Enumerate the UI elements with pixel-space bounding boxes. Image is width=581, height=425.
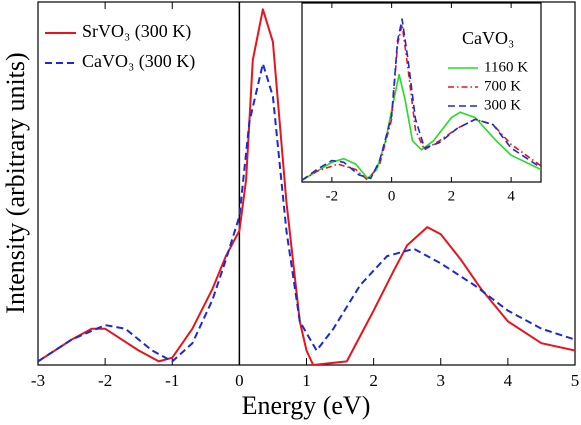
line-series bbox=[302, 18, 541, 181]
legend-title: CaVO₃ bbox=[462, 28, 514, 48]
series-group bbox=[38, 8, 575, 365]
x-tick-label: 4 bbox=[504, 371, 513, 390]
x-tick-label: 0 bbox=[388, 188, 396, 204]
x-tick-label: -2 bbox=[326, 188, 339, 204]
legend-label: CaVO₃ (300 K) bbox=[82, 51, 195, 72]
legend-label: 700 K bbox=[484, 78, 521, 94]
x-tick-label: -1 bbox=[165, 371, 179, 390]
x-tick-label: -2 bbox=[98, 371, 112, 390]
y-axis-label: Intensity (arbitrary units) bbox=[1, 52, 30, 313]
line-series bbox=[38, 8, 575, 365]
line-series bbox=[38, 62, 575, 363]
x-tick-label: 1 bbox=[302, 371, 311, 390]
legend-label: 300 K bbox=[484, 97, 521, 113]
plot-frame bbox=[301, 2, 542, 183]
x-tick-label: -3 bbox=[31, 371, 45, 390]
x-tick-label: 2 bbox=[369, 371, 378, 390]
legend-label: SrVO₃ (300 K) bbox=[82, 21, 191, 42]
line-series bbox=[302, 23, 541, 181]
x-tick-label: 3 bbox=[437, 371, 446, 390]
x-tick-label: 2 bbox=[448, 188, 456, 204]
x-tick-label: 4 bbox=[507, 188, 515, 204]
line-series bbox=[302, 73, 541, 181]
series-group bbox=[302, 18, 541, 181]
x-tick-label: 0 bbox=[235, 371, 244, 390]
x-tick-label: 5 bbox=[571, 371, 580, 390]
x-axis-label: Energy (eV) bbox=[242, 391, 371, 420]
legend-label: 1160 K bbox=[484, 59, 528, 75]
